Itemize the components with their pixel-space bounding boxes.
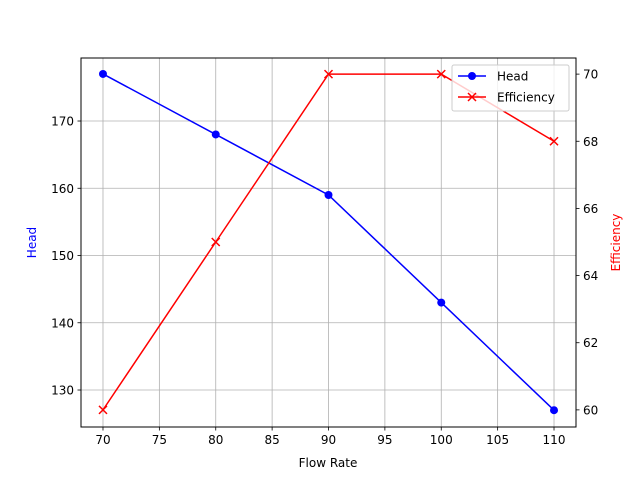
legend-label-efficiency: Efficiency: [497, 91, 555, 105]
x-marker-icon: [98, 405, 108, 415]
x-marker-icon: [549, 136, 559, 146]
y-left-tick-label: 160: [51, 182, 74, 196]
y-right-tick-label: 62: [583, 336, 598, 350]
series-head: [98, 69, 559, 415]
x-marker-icon: [436, 69, 446, 79]
y-right-tick-label: 68: [583, 135, 598, 149]
y-axis-left-label: Head: [25, 227, 39, 258]
y-right-tick-label: 66: [583, 202, 598, 216]
x-marker-icon: [323, 69, 334, 79]
circle-marker-icon: [211, 130, 220, 139]
circle-marker-icon: [550, 406, 559, 415]
x-tick-label: 85: [264, 433, 279, 447]
circle-marker-icon: [98, 69, 107, 78]
x-tick-label: 90: [321, 433, 336, 447]
legend-item-head: Head: [458, 70, 528, 84]
grid-lines: [81, 58, 576, 427]
circle-marker-icon: [324, 190, 333, 199]
x-marker-icon: [467, 92, 477, 102]
x-tick-label: 70: [95, 433, 110, 447]
y-right-tick-label: 64: [583, 269, 598, 283]
y-left-tick-label: 140: [51, 316, 74, 330]
y-right-tick-label: 70: [583, 68, 598, 82]
x-marker-icon: [211, 237, 221, 247]
circle-marker-icon: [437, 298, 446, 307]
y-left-tick-label: 150: [51, 249, 74, 263]
y-axis-right: 60 62 64 66 68 70: [576, 68, 598, 417]
x-axis-label: Flow Rate: [299, 456, 358, 470]
x-tick-label: 100: [430, 433, 453, 447]
circle-marker-icon: [468, 72, 476, 80]
y-right-tick-label: 60: [583, 403, 598, 417]
y-axis-right-label: Efficiency: [609, 214, 623, 272]
x-tick-label: 75: [152, 433, 167, 447]
y-left-tick-label: 130: [51, 384, 74, 398]
legend: Head Efficiency: [451, 64, 570, 112]
x-tick-label: 80: [208, 433, 223, 447]
x-axis: 70 75 80 85 90 95 100 105 110: [95, 427, 565, 447]
x-tick-label: 105: [486, 433, 509, 447]
legend-item-efficiency: Efficiency: [458, 91, 555, 105]
y-axis-left: 130 140 150 160 170: [51, 115, 81, 398]
legend-label-head: Head: [497, 70, 528, 84]
y-left-tick-label: 170: [51, 115, 74, 129]
x-tick-label: 110: [543, 433, 566, 447]
x-tick-label: 95: [377, 433, 392, 447]
